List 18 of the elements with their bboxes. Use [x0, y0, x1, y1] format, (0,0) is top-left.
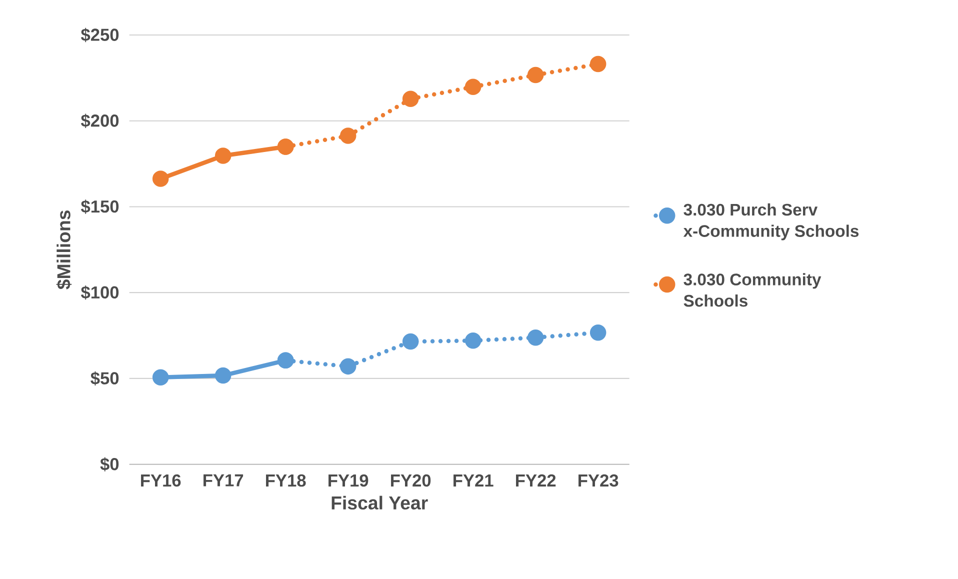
legend-label: 3.030 Community Schools	[684, 273, 822, 307]
x-tick-label: FY23	[578, 474, 618, 487]
y-axis-title: $Millions	[56, 210, 72, 290]
y-tick-label: $200	[80, 114, 119, 128]
legend-label: 3.030 Purch Serv x-Community Schools	[683, 203, 859, 240]
y-tick-label: $0	[100, 457, 119, 472]
y-tick-label: $100	[80, 286, 119, 300]
x-tick-label: FY21	[454, 474, 494, 486]
x-tick-label: FY16	[141, 474, 181, 487]
x-tick-label: FY22	[516, 474, 556, 486]
y-tick-label: $250	[80, 28, 119, 42]
x-tick-label: FY20	[391, 474, 431, 487]
y-tick-label: $50	[90, 371, 119, 386]
x-tick-label: FY17	[204, 474, 244, 486]
x-tick-label: FY19	[328, 474, 368, 487]
x-tick-label: FY18	[266, 474, 306, 487]
x-axis-title: Fiscal Year	[332, 496, 428, 510]
y-tick-label: $150	[80, 200, 119, 214]
